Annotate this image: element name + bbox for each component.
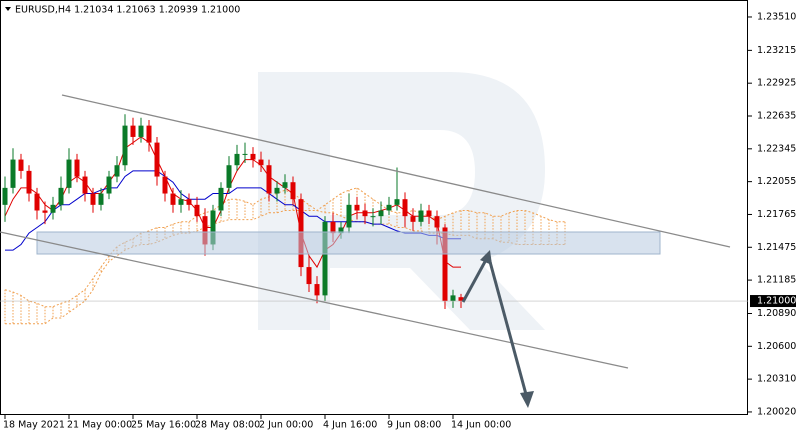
candle-body (10, 159, 16, 188)
candle-body (250, 153, 256, 160)
candle-body (138, 125, 144, 137)
cloud-span-b (5, 210, 565, 325)
candle-body (170, 193, 176, 205)
candle-body (18, 159, 24, 171)
channel-upper (61, 94, 731, 248)
candle-body (338, 227, 344, 234)
candle-body (242, 153, 248, 155)
candle-body (434, 216, 440, 228)
candle-body (450, 295, 456, 302)
drawings (0, 94, 731, 408)
candle-body (218, 187, 224, 211)
y-tick-label: 1.20310 (757, 374, 796, 385)
candle-body (82, 176, 88, 194)
plot-frame (0, 0, 748, 415)
candle-body (154, 142, 160, 177)
candle-body (90, 193, 96, 205)
current-price-label: 1.21000 (757, 296, 796, 307)
cloud-span-a (4, 187, 565, 308)
y-tick-label: 1.22345 (757, 143, 796, 154)
candle-body (282, 182, 288, 188)
candle-body (394, 199, 400, 205)
candle-body (418, 210, 424, 222)
x-tick-label: 28 May 08:00 (195, 420, 260, 431)
y-tick-label: 1.21475 (757, 242, 796, 253)
y-tick-label: 1.23215 (757, 45, 796, 56)
candle-body (458, 297, 464, 302)
arrow-down (487, 257, 529, 399)
candle-body (98, 193, 104, 205)
candle-body (290, 182, 296, 200)
candle-body (106, 176, 112, 194)
x-tick-label: 9 Jun 08:00 (387, 420, 441, 431)
y-tick-label: 1.21765 (757, 209, 796, 220)
indicator-line (4, 136, 461, 269)
x-tick-label: 21 May 00:00 (67, 420, 132, 431)
candle-body (178, 199, 184, 205)
candle-body (330, 221, 336, 234)
x-tick-label: 18 May 2021 (3, 420, 65, 431)
candle-body (306, 267, 312, 285)
candle-body (130, 125, 136, 137)
axes: 1.23510 1.23215 1.22925 1.22635 1.22345 1.220… (3, 11, 796, 430)
candle-body (322, 221, 328, 296)
candle-body (346, 204, 352, 228)
candle-body (186, 199, 192, 205)
candle-body (266, 165, 272, 194)
y-tick-label: 1.20890 (757, 308, 796, 319)
x-tick-label: 14 Jun 00:00 (451, 420, 511, 431)
candle-body (210, 210, 216, 245)
candle-body (74, 159, 80, 177)
x-tick-label: 2 Jun 00:00 (259, 420, 313, 431)
y-tick-label: 1.22055 (757, 176, 796, 187)
current-price-box (750, 295, 796, 308)
candle-body (378, 210, 384, 217)
y-tick-label: 1.22925 (757, 78, 796, 89)
arrow-up (461, 257, 489, 303)
arrow-down-head (520, 391, 534, 408)
candle-body (42, 210, 48, 213)
y-tick-label: 1.23510 (757, 11, 796, 22)
candle-body (162, 176, 168, 194)
chart-title: EURUSD,H4 1.21034 1.21063 1.20939 1.2100… (15, 5, 240, 16)
candle-body (274, 187, 280, 194)
candle-body (442, 227, 448, 302)
candle-body (114, 165, 120, 177)
candle-body (426, 210, 432, 217)
candle-body (50, 204, 56, 213)
channel-lower (0, 231, 629, 369)
candle-body (354, 204, 360, 211)
y-tick-label: 1.20020 (757, 406, 796, 417)
y-tick-label: 1.20600 (757, 341, 796, 352)
y-tick-label: 1.21185 (757, 275, 796, 286)
candle-body (202, 216, 208, 245)
candle-body (226, 165, 232, 188)
symbol-marker (5, 7, 11, 11)
support-zone (36, 231, 661, 255)
x-tick-label: 4 Jun 16:00 (323, 420, 377, 431)
candle-body (234, 153, 240, 166)
candle-body (146, 125, 152, 143)
candle-body (410, 216, 416, 222)
candle-body (314, 284, 320, 296)
candle-body (370, 216, 376, 218)
candle-body (2, 187, 8, 205)
candle-body (122, 125, 128, 166)
candle-body (258, 159, 264, 166)
candle-body (58, 187, 64, 205)
candle-body (26, 170, 32, 194)
candle-body (66, 159, 72, 188)
x-tick-label: 25 May 16:00 (131, 420, 196, 431)
candle-body (362, 210, 368, 217)
candle-body (34, 193, 40, 211)
indicator-line (5, 170, 461, 251)
candle-body (402, 199, 408, 217)
candle-body (386, 204, 392, 211)
y-tick-label: 1.22635 (757, 111, 796, 122)
candle-body (194, 204, 200, 217)
watermark (258, 72, 545, 330)
